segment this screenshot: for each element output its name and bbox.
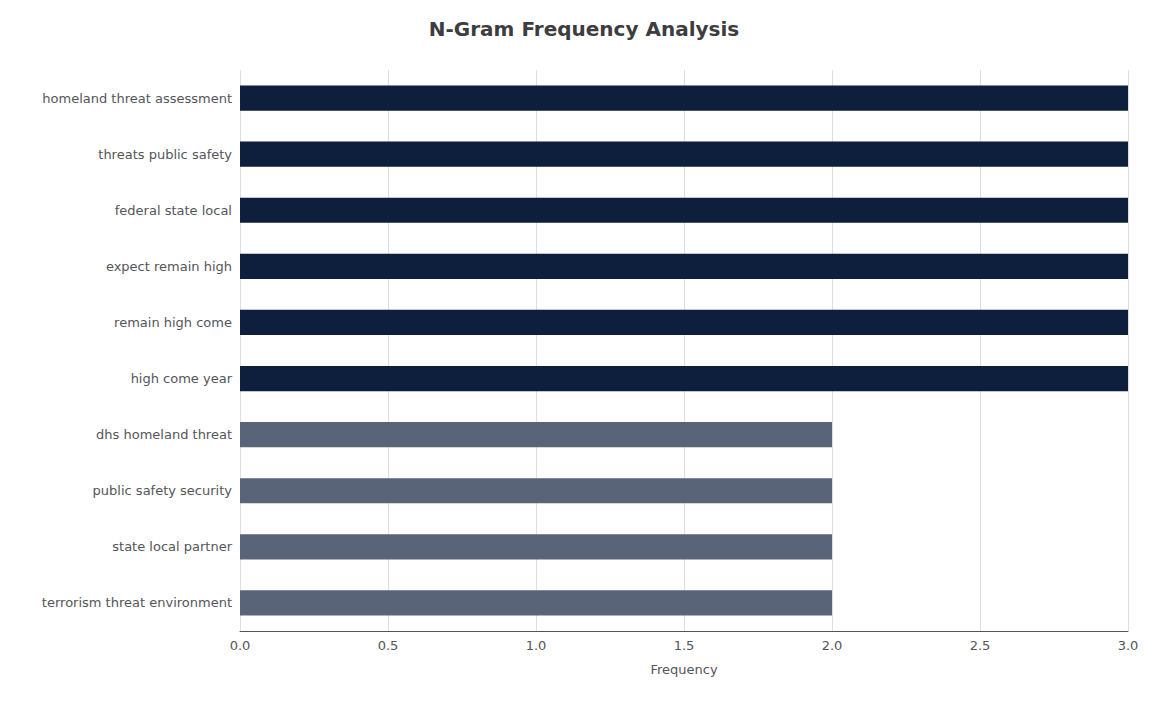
svg-text:1.5: 1.5 <box>674 638 695 653</box>
svg-text:0.5: 0.5 <box>378 638 399 653</box>
svg-text:2.0: 2.0 <box>822 638 843 653</box>
svg-text:dhs homeland threat: dhs homeland threat <box>96 427 232 442</box>
svg-text:0.0: 0.0 <box>230 638 251 653</box>
svg-text:expect remain high: expect remain high <box>106 259 232 274</box>
svg-text:terrorism threat environment: terrorism threat environment <box>42 595 232 610</box>
svg-text:2.5: 2.5 <box>970 638 991 653</box>
svg-text:N-Gram Frequency Analysis: N-Gram Frequency Analysis <box>429 17 739 41</box>
svg-text:public safety security: public safety security <box>93 483 233 498</box>
svg-text:threats public safety: threats public safety <box>98 147 232 162</box>
svg-text:Frequency: Frequency <box>650 662 717 677</box>
svg-text:high come year: high come year <box>131 371 233 386</box>
svg-text:3.0: 3.0 <box>1118 638 1139 653</box>
svg-text:remain high come: remain high come <box>114 315 232 330</box>
svg-text:federal state local: federal state local <box>115 203 232 218</box>
svg-text:1.0: 1.0 <box>526 638 547 653</box>
svg-text:state local partner: state local partner <box>112 539 232 554</box>
svg-text:homeland threat assessment: homeland threat assessment <box>42 91 232 106</box>
